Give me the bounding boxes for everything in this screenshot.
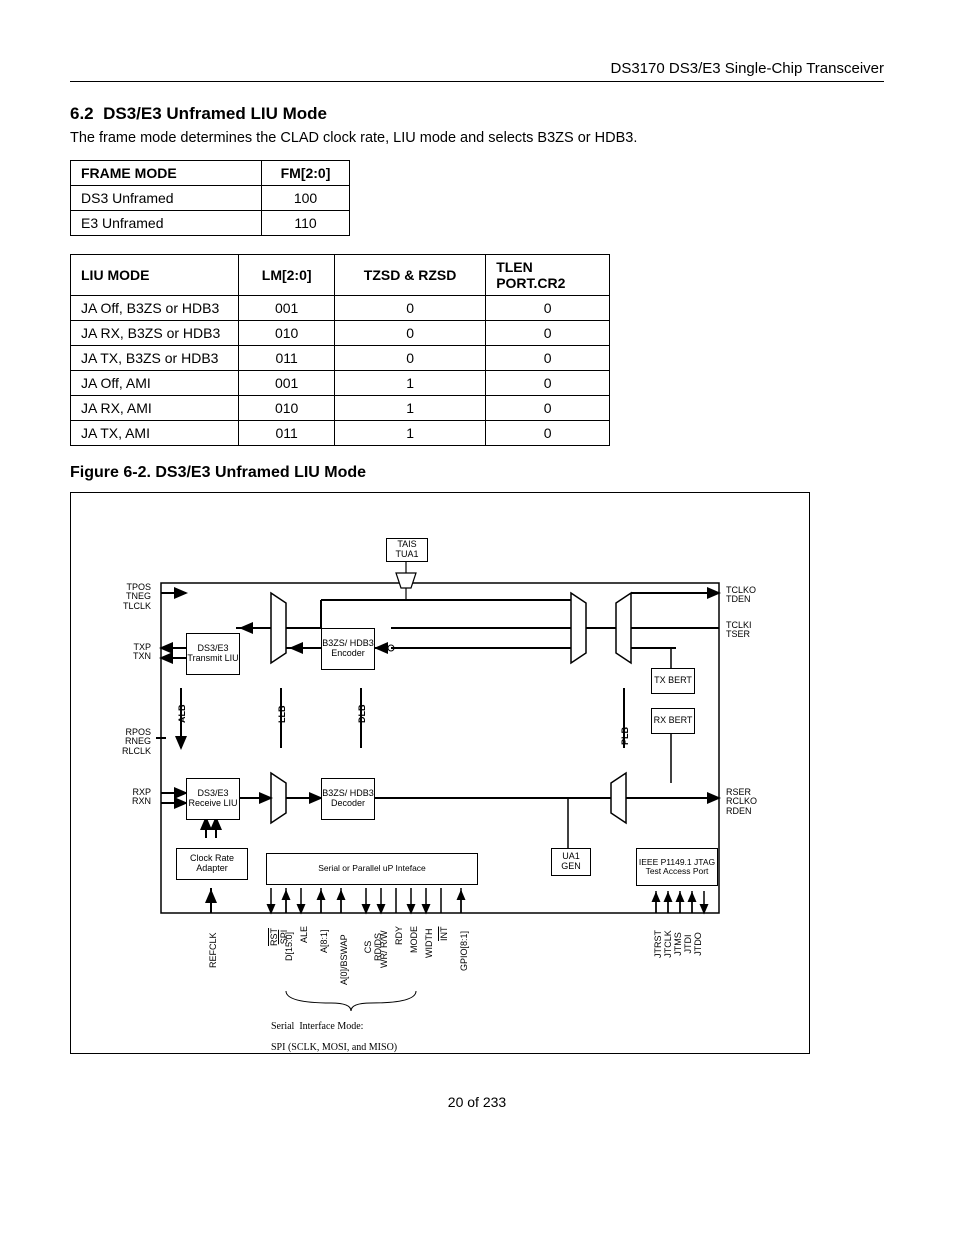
signal-rser: RSER RCLKO RDEN: [726, 788, 757, 816]
cell: E3 Unframed: [71, 211, 262, 236]
tais-box: TAIS TUA1: [386, 538, 428, 562]
table-header: TZSD & RZSD: [334, 255, 485, 296]
cell: 011: [239, 421, 335, 446]
rdy-label: RDY: [394, 926, 404, 945]
encoder-box: B3ZS/ HDB3 Encoder: [321, 628, 375, 670]
figure-caption: Figure 6-2. DS3/E3 Unframed LIU Mode: [70, 464, 884, 482]
serial-note-line1: Serial Interface Mode:: [271, 1021, 363, 1032]
ale-label: ALE: [299, 926, 309, 943]
table-row: DS3 Unframed 100: [71, 186, 350, 211]
table-header: FM[2:0]: [262, 161, 350, 186]
mode-label: MODE: [409, 926, 419, 953]
signal-txp: TXP TXN: [121, 643, 151, 662]
diagram-svg: [71, 493, 809, 1053]
intro-text: The frame mode determines the CLAD clock…: [70, 130, 884, 146]
cell: 0: [486, 371, 610, 396]
cell: 0: [334, 296, 485, 321]
cell: 100: [262, 186, 350, 211]
table-header: LM[2:0]: [239, 255, 335, 296]
tx-liu-box: DS3/E3 Transmit LIU: [186, 633, 240, 675]
table-row: JA Off, B3ZS or HDB300100: [71, 296, 610, 321]
cell: 0: [486, 396, 610, 421]
cell: 1: [334, 421, 485, 446]
a8-label: A[8:1]: [319, 929, 329, 953]
a0-label: A[0]/BSWAP: [339, 934, 349, 985]
rx-liu-box: DS3/E3 Receive LIU: [186, 778, 240, 820]
int-label: INT: [439, 927, 449, 942]
cell: 110: [262, 211, 350, 236]
page-number: 20 of 233: [70, 1094, 884, 1110]
gpio-label: GPIO[8:1]: [459, 931, 469, 971]
cell: 0: [486, 421, 610, 446]
cell: 1: [334, 371, 485, 396]
cell: 001: [239, 371, 335, 396]
cell: 0: [334, 346, 485, 371]
block-diagram: TPOS TNEG TLCLK TXP TXN RPOS RNEG RLCLK …: [70, 492, 810, 1054]
table-row: JA Off, AMI00110: [71, 371, 610, 396]
rx-bert-box: RX BERT: [651, 708, 695, 734]
cell: 010: [239, 321, 335, 346]
frame-mode-table: FRAME MODE FM[2:0] DS3 Unframed 100 E3 U…: [70, 160, 350, 236]
serial-note-line2: SPI (SCLK, MOSI, and MISO): [271, 1042, 397, 1053]
signal-tclki: TCLKI TSER: [726, 621, 752, 640]
liu-mode-table: LIU MODE LM[2:0] TZSD & RZSD TLEN PORT.C…: [70, 254, 610, 446]
cell: JA TX, B3ZS or HDB3: [71, 346, 239, 371]
section-number: 6.2: [70, 104, 94, 123]
table-header: FRAME MODE: [71, 161, 262, 186]
cell: 011: [239, 346, 335, 371]
serial-note: Serial Interface Mode: SPI (SCLK, MOSI, …: [261, 1011, 431, 1064]
refclk-label: REFCLK: [208, 932, 218, 968]
jtag-pins-label: JTRST JTCLK JTMS JTDI JTDO: [653, 930, 703, 958]
cell: JA Off, B3ZS or HDB3: [71, 296, 239, 321]
cell: 0: [486, 321, 610, 346]
decoder-box: B3ZS/ HDB3 Decoder: [321, 778, 375, 820]
cell: JA Off, AMI: [71, 371, 239, 396]
ua1-gen-box: UA1 GEN: [551, 848, 591, 876]
cell: JA TX, AMI: [71, 421, 239, 446]
clock-rate-box: Clock Rate Adapter: [176, 848, 248, 880]
wr-label: WR/ R/W: [379, 931, 389, 969]
width-label: WIDTH: [424, 929, 434, 959]
table-row: JA RX, B3ZS or HDB301000: [71, 321, 610, 346]
cell: 001: [239, 296, 335, 321]
cell: 0: [486, 296, 610, 321]
up-interface-box: Serial or Parallel uP Inteface: [266, 853, 478, 885]
signal-tpos: TPOS TNEG TLCLK: [106, 583, 151, 611]
cell: JA RX, AMI: [71, 396, 239, 421]
llb-label: LLB: [277, 706, 287, 724]
tx-bert-box: TX BERT: [651, 668, 695, 694]
cell: 010: [239, 396, 335, 421]
page-header: DS3170 DS3/E3 Single-Chip Transceiver: [70, 60, 884, 82]
dlb-label: DLB: [357, 705, 367, 724]
table-row: JA TX, B3ZS or HDB301100: [71, 346, 610, 371]
cell: DS3 Unframed: [71, 186, 262, 211]
section-title: DS3/E3 Unframed LIU Mode: [103, 104, 327, 123]
alb-label: ALB: [177, 705, 187, 724]
table-row: JA TX, AMI01110: [71, 421, 610, 446]
signal-rxp: RXP RXN: [121, 788, 151, 807]
d15-label: D[15:0]: [284, 932, 294, 961]
cell: 0: [486, 346, 610, 371]
cell: JA RX, B3ZS or HDB3: [71, 321, 239, 346]
cell: 0: [334, 321, 485, 346]
section-heading: 6.2 DS3/E3 Unframed LIU Mode: [70, 104, 884, 124]
signal-rpos: RPOS RNEG RLCLK: [106, 728, 151, 756]
jtag-box: IEEE P1149.1 JTAG Test Access Port: [636, 848, 718, 886]
table-header: LIU MODE: [71, 255, 239, 296]
table-header: TLEN PORT.CR2: [486, 255, 610, 296]
signal-tclko: TCLKO TDEN: [726, 586, 756, 605]
table-row: JA RX, AMI01010: [71, 396, 610, 421]
table-row: E3 Unframed 110: [71, 211, 350, 236]
cell: 1: [334, 396, 485, 421]
plb-label: PLB: [620, 727, 630, 745]
